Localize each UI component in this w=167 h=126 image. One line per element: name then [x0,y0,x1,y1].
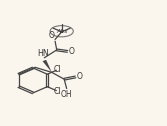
Text: Abs: Abs [56,29,67,34]
Text: O: O [49,31,55,40]
Text: Cl: Cl [54,65,61,74]
Text: O: O [76,72,82,81]
Polygon shape [43,60,52,72]
Text: O: O [68,47,74,56]
Text: Cl: Cl [54,87,61,96]
Text: HN: HN [38,49,49,58]
Text: OH: OH [61,90,72,99]
